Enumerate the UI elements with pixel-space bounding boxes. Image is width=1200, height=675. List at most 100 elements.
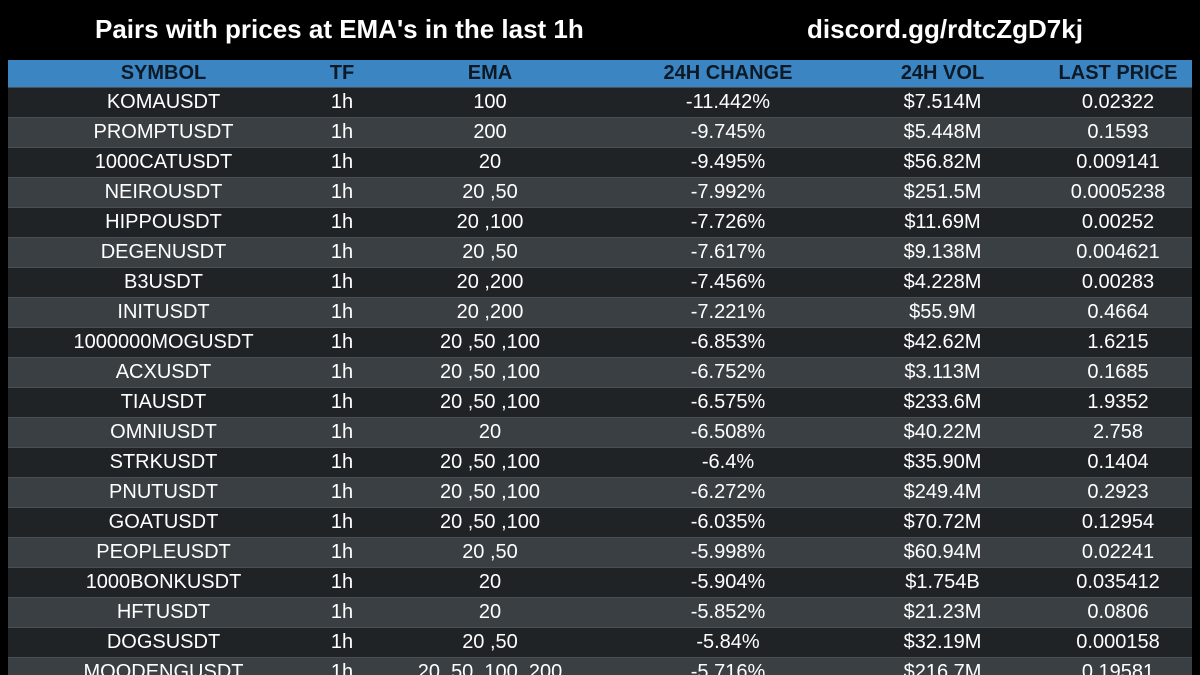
- table-row: 1000BONKUSDT 1h 20 -5.904% $1.754B 0.035412: [8, 567, 1192, 598]
- price-cell: 0.00283: [1044, 267, 1192, 298]
- ema-cell: 20: [365, 417, 615, 448]
- symbol-cell: DOGSUSDT: [8, 627, 319, 658]
- change-cell: -9.745%: [615, 117, 841, 148]
- volume-cell: $40.22M: [841, 417, 1044, 448]
- change-cell: -7.726%: [615, 207, 841, 238]
- tf-cell: 1h: [319, 477, 365, 508]
- table-row: MOODENGUSDT 1h 20 ,50 ,100 ,200 -5.716% $216…: [8, 657, 1192, 675]
- table-row: STRKUSDT 1h 20 ,50 ,100 -6.4% $35.90M 0.1404: [8, 447, 1192, 478]
- ema-cell: 20 ,50 ,100: [365, 447, 615, 478]
- table-row: INITUSDT 1h 20 ,200 -7.221% $55.9M 0.4664: [8, 297, 1192, 328]
- table-row: PROMPTUSDT 1h 200 -9.745% $5.448M 0.1593: [8, 117, 1192, 148]
- column-header-last-price: LAST PRICE: [1044, 60, 1192, 88]
- symbol-cell: TIAUSDT: [8, 387, 319, 418]
- change-cell: -9.495%: [615, 147, 841, 178]
- price-cell: 1.9352: [1044, 387, 1192, 418]
- symbol-cell: GOATUSDT: [8, 507, 319, 538]
- price-cell: 0.1685: [1044, 357, 1192, 388]
- table-header-row: SYMBOL TF EMA 24H CHANGE 24H VOL LAST PR…: [8, 60, 1192, 88]
- tf-cell: 1h: [319, 537, 365, 568]
- table-row: B3USDT 1h 20 ,200 -7.456% $4.228M 0.00283: [8, 267, 1192, 298]
- table-row: PEOPLEUSDT 1h 20 ,50 -5.998% $60.94M 0.02241: [8, 537, 1192, 568]
- price-cell: 0.0806: [1044, 597, 1192, 628]
- tf-cell: 1h: [319, 87, 365, 118]
- symbol-cell: NEIROUSDT: [8, 177, 319, 208]
- change-cell: -7.221%: [615, 297, 841, 328]
- volume-cell: $1.754B: [841, 567, 1044, 598]
- volume-cell: $249.4M: [841, 477, 1044, 508]
- table-row: PNUTUSDT 1h 20 ,50 ,100 -6.272% $249.4M 0.292…: [8, 477, 1192, 508]
- price-cell: 1.6215: [1044, 327, 1192, 358]
- price-cell: 0.19581: [1044, 657, 1192, 675]
- column-header-24h-vol: 24H VOL: [841, 60, 1044, 88]
- tf-cell: 1h: [319, 657, 365, 675]
- ema-cell: 20 ,50: [365, 177, 615, 208]
- volume-cell: $5.448M: [841, 117, 1044, 148]
- change-cell: -7.456%: [615, 267, 841, 298]
- volume-cell: $216.7M: [841, 657, 1044, 675]
- price-cell: 0.00252: [1044, 207, 1192, 238]
- discord-link[interactable]: discord.gg/rdtcZgD7kj: [807, 14, 1083, 44]
- change-cell: -7.617%: [615, 237, 841, 268]
- symbol-cell: DEGENUSDT: [8, 237, 319, 268]
- table-row: HFTUSDT 1h 20 -5.852% $21.23M 0.0806: [8, 597, 1192, 628]
- change-cell: -6.4%: [615, 447, 841, 478]
- table-row: DOGSUSDT 1h 20 ,50 -5.84% $32.19M 0.000158: [8, 627, 1192, 658]
- tf-cell: 1h: [319, 597, 365, 628]
- change-cell: -5.998%: [615, 537, 841, 568]
- price-cell: 0.009141: [1044, 147, 1192, 178]
- symbol-cell: MOODENGUSDT: [8, 657, 319, 675]
- change-cell: -5.852%: [615, 597, 841, 628]
- tf-cell: 1h: [319, 627, 365, 658]
- tf-cell: 1h: [319, 297, 365, 328]
- symbol-cell: B3USDT: [8, 267, 319, 298]
- price-cell: 0.2923: [1044, 477, 1192, 508]
- tf-cell: 1h: [319, 447, 365, 478]
- tf-cell: 1h: [319, 417, 365, 448]
- volume-cell: $32.19M: [841, 627, 1044, 658]
- ema-cell: 20 ,50 ,100: [365, 387, 615, 418]
- table-row: HIPPOUSDT 1h 20 ,100 -7.726% $11.69M 0.00252: [8, 207, 1192, 238]
- column-header-ema: EMA: [365, 60, 615, 88]
- table-row: 1000000MOGUSDT 1h 20 ,50 ,100 -6.853% $42.62…: [8, 327, 1192, 358]
- price-cell: 0.4664: [1044, 297, 1192, 328]
- price-cell: 0.0005238: [1044, 177, 1192, 208]
- column-header-24h-change: 24H CHANGE: [615, 60, 841, 88]
- volume-cell: $42.62M: [841, 327, 1044, 358]
- symbol-cell: 1000000MOGUSDT: [8, 327, 319, 358]
- table-row: 1000CATUSDT 1h 20 -9.495% $56.82M 0.009141: [8, 147, 1192, 178]
- tf-cell: 1h: [319, 567, 365, 598]
- price-cell: 0.02322: [1044, 87, 1192, 118]
- symbol-cell: PROMPTUSDT: [8, 117, 319, 148]
- ema-cell: 100: [365, 87, 615, 118]
- ema-cell: 20 ,200: [365, 267, 615, 298]
- ema-cell: 20: [365, 147, 615, 178]
- volume-cell: $4.228M: [841, 267, 1044, 298]
- change-cell: -6.508%: [615, 417, 841, 448]
- table-row: ACXUSDT 1h 20 ,50 ,100 -6.752% $3.113M 0.1685: [8, 357, 1192, 388]
- table-row: KOMAUSDT 1h 100 -11.442% $7.514M 0.02322: [8, 87, 1192, 118]
- price-cell: 0.12954: [1044, 507, 1192, 538]
- change-cell: -6.853%: [615, 327, 841, 358]
- ema-cell: 20: [365, 567, 615, 598]
- volume-cell: $56.82M: [841, 147, 1044, 178]
- symbol-cell: 1000CATUSDT: [8, 147, 319, 178]
- volume-cell: $7.514M: [841, 87, 1044, 118]
- price-cell: 0.000158: [1044, 627, 1192, 658]
- ema-cell: 20 ,50 ,100: [365, 327, 615, 358]
- symbol-cell: PEOPLEUSDT: [8, 537, 319, 568]
- price-cell: 0.1593: [1044, 117, 1192, 148]
- change-cell: -5.716%: [615, 657, 841, 675]
- volume-cell: $11.69M: [841, 207, 1044, 238]
- symbol-cell: HIPPOUSDT: [8, 207, 319, 238]
- symbol-cell: ACXUSDT: [8, 357, 319, 388]
- volume-cell: $251.5M: [841, 177, 1044, 208]
- tf-cell: 1h: [319, 387, 365, 418]
- symbol-cell: INITUSDT: [8, 297, 319, 328]
- ema-cell: 20 ,100: [365, 207, 615, 238]
- ema-cell: 20 ,50 ,100: [365, 477, 615, 508]
- ema-cell: 20 ,50: [365, 627, 615, 658]
- change-cell: -6.035%: [615, 507, 841, 538]
- tf-cell: 1h: [319, 327, 365, 358]
- volume-cell: $55.9M: [841, 297, 1044, 328]
